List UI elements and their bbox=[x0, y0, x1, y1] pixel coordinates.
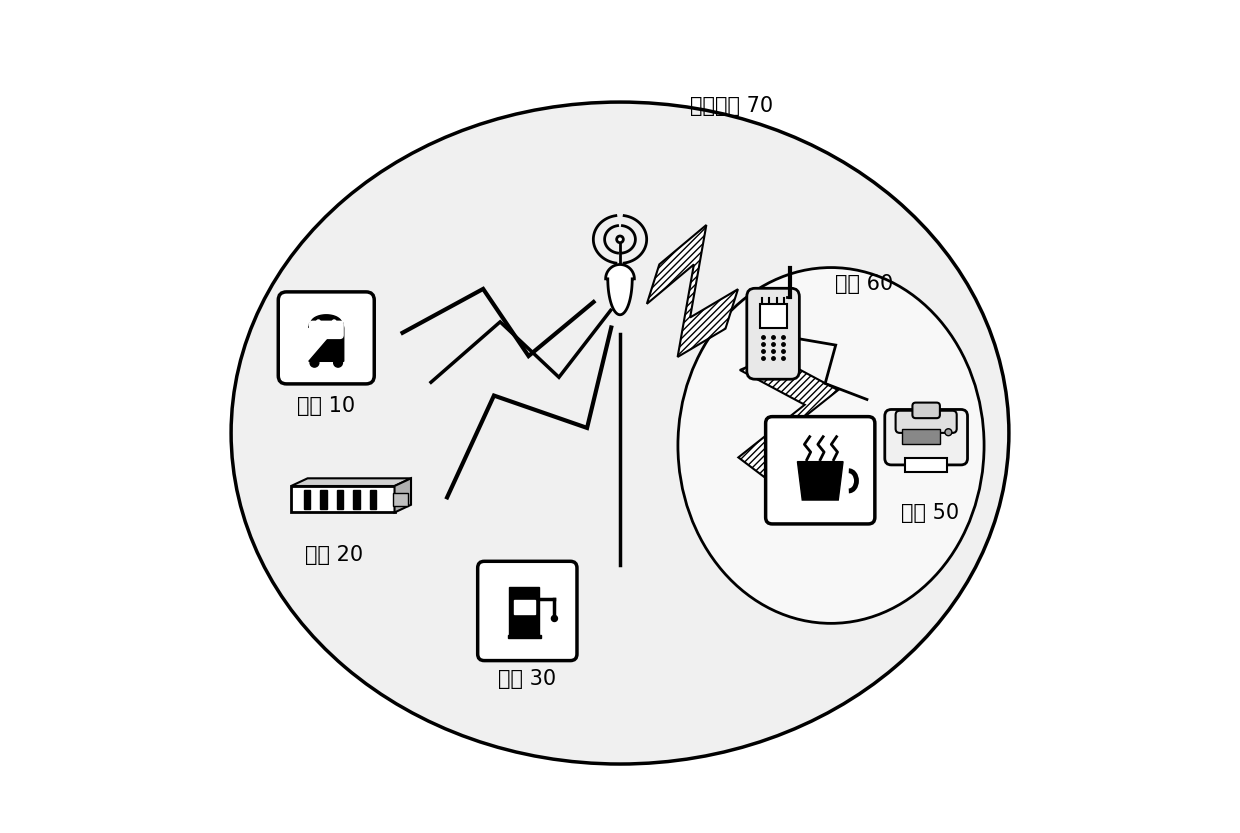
FancyBboxPatch shape bbox=[765, 416, 875, 524]
Text: 网络设备 70: 网络设备 70 bbox=[691, 96, 774, 117]
Polygon shape bbox=[291, 486, 394, 512]
FancyBboxPatch shape bbox=[510, 587, 539, 635]
Text: 终端 20: 终端 20 bbox=[305, 545, 363, 565]
Bar bbox=[353, 490, 360, 508]
Bar bbox=[507, 635, 541, 638]
Circle shape bbox=[310, 358, 319, 367]
Circle shape bbox=[552, 616, 558, 621]
Text: 终端 10: 终端 10 bbox=[298, 396, 356, 416]
Polygon shape bbox=[394, 478, 410, 512]
Bar bbox=[393, 492, 408, 506]
Bar bbox=[905, 458, 947, 472]
Polygon shape bbox=[797, 461, 843, 500]
Bar bbox=[304, 490, 310, 508]
Bar bbox=[901, 429, 940, 443]
Text: 终端 30: 终端 30 bbox=[498, 669, 557, 689]
Polygon shape bbox=[291, 478, 410, 486]
Polygon shape bbox=[738, 356, 838, 502]
FancyBboxPatch shape bbox=[913, 402, 940, 418]
Ellipse shape bbox=[678, 267, 985, 623]
FancyBboxPatch shape bbox=[477, 561, 577, 661]
Circle shape bbox=[316, 320, 320, 323]
Bar bbox=[513, 601, 534, 615]
FancyBboxPatch shape bbox=[278, 292, 374, 384]
Bar bbox=[336, 490, 343, 508]
Polygon shape bbox=[605, 265, 635, 315]
Polygon shape bbox=[309, 315, 343, 362]
Circle shape bbox=[616, 236, 624, 242]
FancyBboxPatch shape bbox=[310, 322, 343, 338]
Bar bbox=[370, 490, 376, 508]
FancyBboxPatch shape bbox=[746, 288, 800, 379]
Circle shape bbox=[332, 320, 336, 323]
Circle shape bbox=[945, 429, 952, 436]
Bar bbox=[320, 490, 326, 508]
Text: 终端 50: 终端 50 bbox=[901, 503, 960, 523]
FancyBboxPatch shape bbox=[895, 411, 957, 433]
Bar bbox=[760, 304, 786, 328]
Ellipse shape bbox=[231, 102, 1009, 764]
FancyBboxPatch shape bbox=[885, 410, 967, 465]
Circle shape bbox=[334, 358, 342, 367]
Text: 终端 60: 终端 60 bbox=[835, 274, 893, 294]
Polygon shape bbox=[647, 225, 738, 357]
